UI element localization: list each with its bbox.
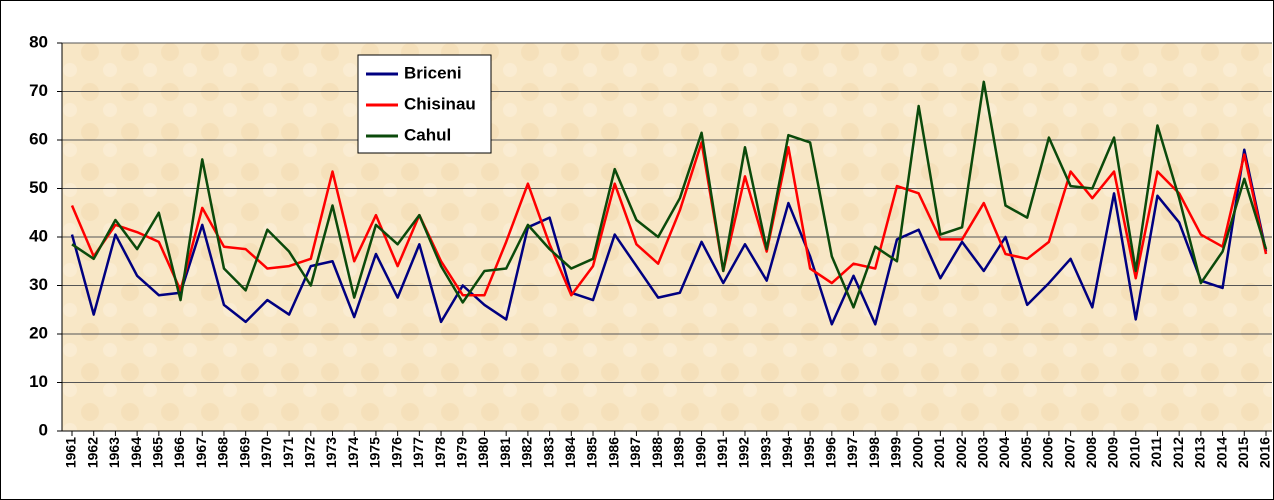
legend-label: Cahul — [404, 125, 451, 144]
x-tick-label: 1994 — [779, 437, 795, 468]
x-tick-label: 1965 — [150, 437, 166, 468]
y-tick-label: 10 — [29, 372, 48, 391]
x-tick-label: 1969 — [236, 437, 252, 468]
y-tick-label: 0 — [39, 420, 48, 439]
x-tick-label: 1976 — [388, 437, 404, 468]
x-tick-label: 1990 — [692, 437, 708, 468]
x-tick-label: 2001 — [931, 437, 947, 468]
x-tick-label: 1961 — [63, 437, 79, 468]
x-tick-label: 1974 — [345, 437, 361, 468]
y-tick-label: 80 — [29, 32, 48, 51]
y-tick-label: 60 — [29, 129, 48, 148]
x-tick-label: 1995 — [801, 437, 817, 468]
y-tick-label: 50 — [29, 178, 48, 197]
x-tick-label: 1967 — [193, 437, 209, 468]
x-tick-label: 1989 — [671, 437, 687, 468]
x-tick-label: 1971 — [280, 437, 296, 468]
x-tick-label: 1988 — [649, 437, 665, 468]
x-tick-label: 2005 — [1018, 437, 1034, 468]
x-tick-label: 1991 — [714, 437, 730, 468]
x-tick-label: 1962 — [84, 437, 100, 468]
x-tick-label: 2008 — [1083, 437, 1099, 468]
series-line — [71, 80, 1268, 309]
x-tick-label: 2006 — [1040, 437, 1056, 468]
legend-label: Briceni — [404, 63, 462, 82]
x-tick-label: 1984 — [562, 437, 578, 468]
x-tick-label: 2000 — [909, 437, 925, 468]
x-tick-label: 2013 — [1192, 437, 1208, 468]
x-tick-label: 2012 — [1170, 437, 1186, 468]
x-tick-label: 2003 — [974, 437, 990, 468]
legend-label: Chisinau — [404, 94, 476, 113]
x-tick-label: 1963 — [106, 437, 122, 468]
x-tick-label: 1975 — [367, 437, 383, 468]
x-tick-label: 1970 — [258, 437, 274, 468]
x-tick-label: 1977 — [410, 437, 426, 468]
x-tick-label: 2009 — [1105, 437, 1121, 468]
x-tick-label: 1997 — [844, 437, 860, 468]
x-tick-label: 1996 — [823, 437, 839, 468]
x-tick-label: 1992 — [736, 437, 752, 468]
x-tick-label: 2007 — [1061, 437, 1077, 468]
x-tick-label: 1964 — [128, 437, 144, 468]
x-tick-label: 2015 — [1235, 437, 1251, 468]
x-tick-label: 1966 — [171, 437, 187, 468]
x-tick-label: 1987 — [627, 437, 643, 468]
x-tick-label: 1982 — [519, 437, 535, 468]
x-tick-label: 1973 — [323, 437, 339, 468]
y-tick-label: 20 — [29, 323, 48, 342]
x-tick-label: 1980 — [475, 437, 491, 468]
x-tick-label: 1998 — [866, 437, 882, 468]
x-tick-label: 2011 — [1148, 437, 1164, 468]
x-tick-label: 2014 — [1213, 437, 1229, 468]
x-tick-label: 2016 — [1257, 437, 1273, 468]
x-tick-label: 2004 — [996, 437, 1012, 468]
x-tick-label: 1993 — [757, 437, 773, 468]
y-tick-label: 40 — [29, 226, 48, 245]
x-tick-label: 1985 — [584, 437, 600, 468]
y-tick-label: 70 — [29, 81, 48, 100]
x-tick-label: 1979 — [453, 437, 469, 468]
x-tick-label: 1972 — [302, 437, 318, 468]
x-tick-label: 1999 — [888, 437, 904, 468]
x-tick-label: 1983 — [540, 437, 556, 468]
x-tick-label: 1981 — [497, 437, 513, 468]
series-line — [70, 148, 1268, 326]
x-tick-label: 1986 — [605, 437, 621, 468]
x-tick-label: 2002 — [953, 437, 969, 468]
series-line — [70, 141, 1268, 297]
y-tick-label: 30 — [29, 275, 48, 294]
x-tick-label: 1978 — [432, 437, 448, 468]
x-tick-label: 2010 — [1126, 437, 1142, 468]
x-tick-label: 1968 — [215, 437, 231, 468]
